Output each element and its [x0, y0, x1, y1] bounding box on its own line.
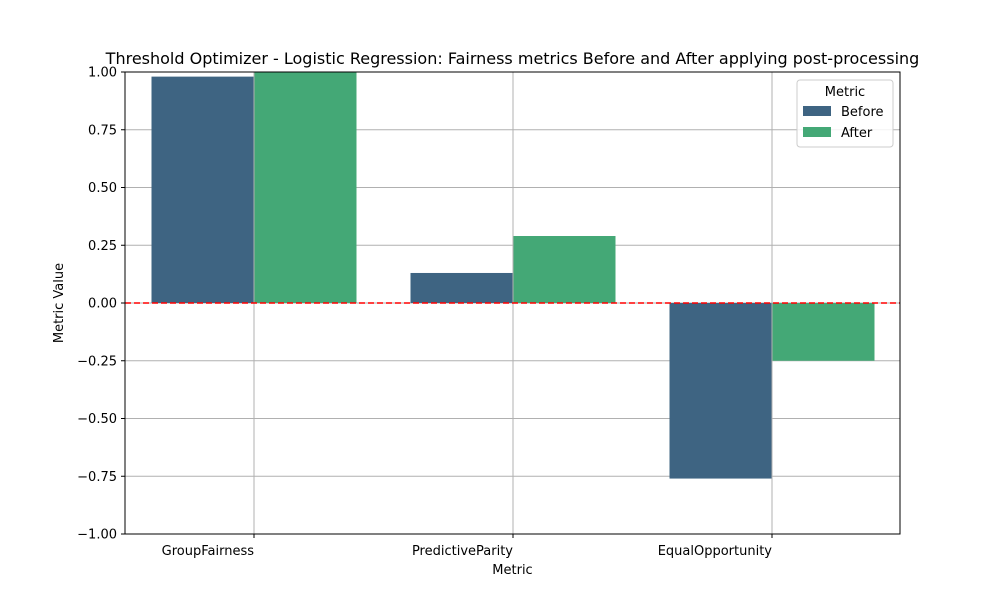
bar-before-groupfairness: [152, 77, 254, 303]
bar-after-groupfairness: [255, 72, 357, 303]
y-tick-label: −0.25: [77, 354, 117, 369]
y-tick-label: 0.50: [88, 181, 117, 196]
legend: Metric Before After: [797, 80, 893, 147]
y-tick-label: 0.25: [88, 239, 117, 254]
x-tick-label: PredictiveParity: [412, 544, 513, 559]
x-axis-label: Metric: [492, 563, 532, 578]
y-tick-label: −1.00: [77, 528, 117, 543]
x-tick-label: GroupFairness: [162, 544, 255, 559]
legend-swatch-before: [803, 106, 831, 116]
chart-title: Threshold Optimizer - Logistic Regressio…: [105, 49, 920, 68]
legend-label-after: After: [841, 126, 873, 141]
y-tick-label: −0.50: [77, 412, 117, 427]
bar-before-predictiveparity: [411, 273, 513, 303]
legend-swatch-after: [803, 127, 831, 137]
y-axis-label: Metric Value: [52, 263, 67, 343]
legend-label-before: Before: [841, 105, 884, 120]
y-tick-label: −0.75: [77, 470, 117, 485]
y-tick-label: 0.00: [88, 297, 117, 312]
x-tick-label: EqualOpportunity: [658, 544, 773, 559]
bar-before-equalopportunity: [670, 303, 772, 479]
legend-title: Metric: [825, 85, 865, 100]
bar-after-predictiveparity: [514, 236, 616, 303]
y-tick-label: 0.75: [88, 123, 117, 138]
bar-after-equalopportunity: [773, 303, 875, 361]
